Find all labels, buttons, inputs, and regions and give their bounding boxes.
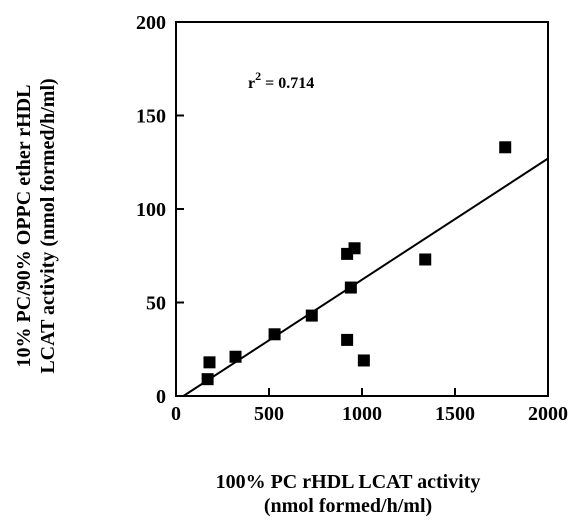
y-tick-label: 50 — [146, 293, 166, 315]
data-point — [268, 328, 281, 341]
x-axis-title-line1: 100% PC rHDL LCAT activity — [216, 471, 481, 493]
x-tick-label: 1000 — [342, 403, 382, 425]
x-tick-label: 0 — [171, 403, 181, 425]
plot-frame — [175, 21, 549, 397]
plot-area — [175, 21, 549, 397]
x-axis-title-line2: (nmol formed/h/ml) — [264, 495, 432, 517]
data-point — [341, 333, 354, 346]
y-tick-label: 150 — [136, 106, 166, 128]
r-squared-superscript: 2 — [255, 69, 261, 83]
data-point — [201, 373, 214, 386]
r-squared-value: = 0.714 — [261, 75, 314, 92]
x-tick-label: 2000 — [528, 403, 568, 425]
data-point — [419, 253, 432, 266]
regression-line — [182, 157, 549, 397]
data-point — [305, 309, 318, 322]
y-tick-label: 0 — [156, 386, 166, 408]
y-axis-ticks: 0 50 100 150 200 — [136, 12, 184, 408]
y-axis-title-line2: LCAT activity (nmol formed/h/ml) — [37, 78, 59, 373]
x-axis-ticks: 0 500 1000 1500 2000 — [171, 388, 568, 425]
data-point — [357, 354, 370, 367]
x-tick-label: 1500 — [435, 403, 475, 425]
y-axis-title-line1: 10% PC/90% OPPC ether rHDL — [13, 85, 35, 368]
y-tick-label: 200 — [136, 12, 166, 34]
y-tick-label: 100 — [136, 199, 166, 221]
r-squared-annotation: r2 = 0.714 — [248, 69, 314, 92]
data-point — [229, 350, 242, 363]
x-tick-label: 500 — [254, 403, 284, 425]
data-point — [348, 242, 361, 255]
data-point — [499, 141, 512, 154]
data-point — [344, 281, 357, 294]
data-points — [201, 141, 512, 386]
r-squared-base: r — [248, 75, 255, 92]
data-point — [203, 356, 216, 369]
